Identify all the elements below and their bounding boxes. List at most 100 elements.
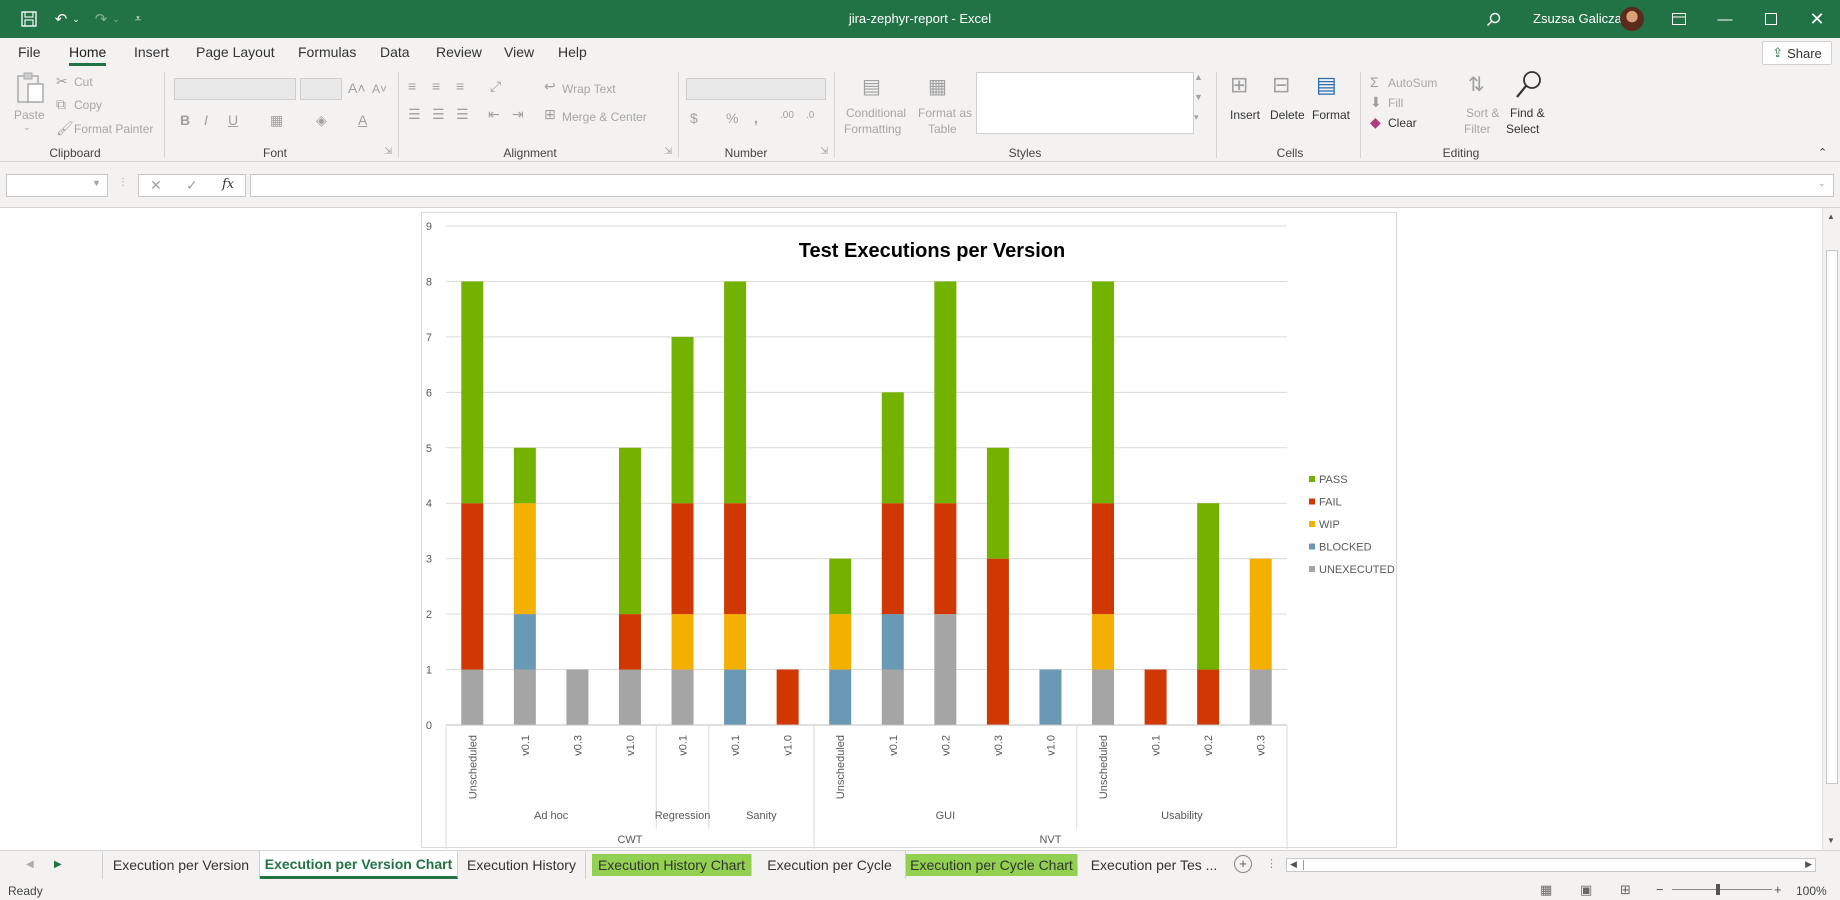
bold-icon[interactable]: B xyxy=(180,112,191,128)
tab-insert[interactable]: Insert xyxy=(134,44,170,60)
bar-segment-wip[interactable] xyxy=(1092,614,1115,670)
number-format-select[interactable] xyxy=(686,78,826,100)
bar-segment-wip[interactable] xyxy=(513,503,536,615)
bar-segment-fail[interactable] xyxy=(618,614,641,670)
bar-segment-pass[interactable] xyxy=(986,447,1009,559)
bar-segment-pass[interactable] xyxy=(829,558,852,615)
bar-segment-unexecuted[interactable] xyxy=(934,614,957,725)
bar-segment-fail[interactable] xyxy=(671,503,694,615)
bar-segment-fail[interactable] xyxy=(1144,669,1167,725)
hscroll-thumb[interactable] xyxy=(1303,860,1793,870)
increase-decimal-icon[interactable]: .00 xyxy=(780,110,794,121)
align-right-icon[interactable]: ☰ xyxy=(456,106,469,122)
percent-icon[interactable]: % xyxy=(726,110,739,126)
redo-icon[interactable]: ↷ xyxy=(94,11,108,28)
wrap-text-button[interactable]: Wrap Text xyxy=(562,82,616,96)
increase-font-icon[interactable]: A˄ xyxy=(348,80,366,96)
vertical-scrollbar[interactable]: ▲ ▼ xyxy=(1822,208,1840,850)
font-launcher-icon[interactable]: ⇲ xyxy=(384,146,393,157)
bar-segment-unexecuted[interactable] xyxy=(513,669,536,725)
bar-segment-unexecuted[interactable] xyxy=(618,669,641,725)
ribbon-display-icon[interactable] xyxy=(1668,8,1690,30)
minimize-icon[interactable]: — xyxy=(1717,10,1733,28)
gallery-more-icon[interactable]: ▾ xyxy=(1194,112,1199,122)
font-color-icon[interactable]: A xyxy=(358,112,368,128)
save-icon[interactable] xyxy=(18,8,40,30)
italic-icon[interactable]: I xyxy=(204,112,208,128)
tab-formulas[interactable]: Formulas xyxy=(298,44,357,60)
bar-segment-fail[interactable] xyxy=(986,558,1009,725)
comma-style-icon[interactable]: , xyxy=(754,110,758,126)
bar-segment-wip[interactable] xyxy=(724,614,747,670)
bar-segment-wip[interactable] xyxy=(829,614,852,670)
bar-segment-pass[interactable] xyxy=(618,447,641,615)
chart-area[interactable]: 0 1 2 3 4 5 6 7 8 9 Test Executions per Version Uns… xyxy=(421,212,1397,851)
sheet-tab-execution-history[interactable]: Execution History xyxy=(458,851,586,879)
bar-segment-unexecuted[interactable] xyxy=(566,669,589,725)
sort-filter-button[interactable]: Sort & xyxy=(1466,106,1500,120)
align-center-icon[interactable]: ☰ xyxy=(432,106,445,122)
gallery-up-icon[interactable]: ▲ xyxy=(1194,72,1203,82)
conditional-formatting-button[interactable]: Conditional xyxy=(846,106,907,120)
page-break-view-icon[interactable]: ⊞ xyxy=(1620,882,1631,897)
customize-toolbar-icon[interactable]: ⩡ xyxy=(134,12,142,25)
share-button[interactable]: ⇪ Share xyxy=(1762,41,1832,65)
zoom-level[interactable]: 100% xyxy=(1796,884,1827,898)
scrollbar-thumb[interactable] xyxy=(1826,250,1838,784)
bar-segment-pass[interactable] xyxy=(671,336,694,504)
formula-input[interactable] xyxy=(250,174,1834,197)
bar-segment-pass[interactable] xyxy=(934,281,957,504)
search-icon[interactable] xyxy=(1482,8,1504,30)
horizontal-scrollbar[interactable]: ◀ ▶ xyxy=(1286,858,1816,872)
delete-cells-button[interactable]: Delete xyxy=(1270,108,1305,122)
bar-segment-pass[interactable] xyxy=(461,281,484,504)
cut-icon[interactable]: ✂ xyxy=(56,73,68,89)
cut-button[interactable]: Cut xyxy=(74,75,93,89)
tab-file[interactable]: File xyxy=(18,44,41,60)
name-box-dropdown-icon[interactable]: ▼ xyxy=(92,178,101,188)
sheet-tab-execution-per-cycle-chart[interactable]: Execution per Cycle Chart xyxy=(906,854,1078,876)
zoom-in-icon[interactable]: + xyxy=(1774,882,1782,897)
align-middle-icon[interactable]: ≡ xyxy=(432,78,441,94)
fill-color-icon[interactable]: ◈ xyxy=(316,112,327,128)
bar-segment-fail[interactable] xyxy=(1092,503,1115,615)
fill-icon[interactable]: ⬇ xyxy=(1370,94,1382,110)
format-as-table-icon[interactable]: ▦ xyxy=(928,76,947,98)
hscroll-right-icon[interactable]: ▶ xyxy=(1805,859,1812,869)
scroll-tabs-left-icon[interactable]: ◀ xyxy=(26,859,34,870)
bar-segment-blocked[interactable] xyxy=(1039,669,1062,725)
number-launcher-icon[interactable]: ⇲ xyxy=(820,146,829,157)
currency-icon[interactable]: $ xyxy=(690,110,698,126)
decrease-font-icon[interactable]: A˅ xyxy=(372,82,388,96)
borders-icon[interactable]: ▦ xyxy=(270,112,284,128)
align-left-icon[interactable]: ☰ xyxy=(408,106,421,122)
tab-home[interactable]: Home xyxy=(69,44,107,66)
conditional-formatting-icon[interactable]: ▤ xyxy=(862,76,881,98)
hscroll-left-icon[interactable]: ◀ xyxy=(1290,859,1297,869)
fill-button[interactable]: Fill xyxy=(1388,96,1404,110)
collapse-ribbon-icon[interactable]: ⌃ xyxy=(1818,147,1828,159)
scroll-up-icon[interactable]: ▲ xyxy=(1827,212,1835,221)
merge-center-button[interactable]: Merge & Center xyxy=(562,110,647,124)
delete-cells-icon[interactable]: ⊟ xyxy=(1272,72,1291,97)
font-size-select[interactable] xyxy=(300,78,342,100)
wrap-text-icon[interactable]: ↩ xyxy=(544,78,556,94)
redo-dropdown-icon[interactable]: ⌄ xyxy=(112,13,120,24)
tab-page-layout[interactable]: Page Layout xyxy=(196,44,275,60)
tab-data[interactable]: Data xyxy=(380,44,410,60)
tab-review[interactable]: Review xyxy=(436,44,482,60)
bar-segment-wip[interactable] xyxy=(671,614,694,670)
bar-segment-pass[interactable] xyxy=(724,281,747,504)
orientation-icon[interactable]: ⤢ xyxy=(490,78,502,94)
sort-filter-icon[interactable]: ⇅ xyxy=(1468,74,1485,96)
font-name-select[interactable] xyxy=(174,78,296,100)
autosum-button[interactable]: AutoSum xyxy=(1388,76,1438,90)
bar-segment-fail[interactable] xyxy=(881,503,904,615)
bar-segment-pass[interactable] xyxy=(1197,503,1220,670)
bar-segment-unexecuted[interactable] xyxy=(1092,669,1115,725)
zoom-slider-thumb[interactable] xyxy=(1716,884,1720,895)
scroll-down-icon[interactable]: ▼ xyxy=(1827,836,1835,845)
bar-segment-fail[interactable] xyxy=(461,503,484,670)
maximize-icon[interactable] xyxy=(1760,8,1782,30)
bar-segment-unexecuted[interactable] xyxy=(1249,669,1272,725)
